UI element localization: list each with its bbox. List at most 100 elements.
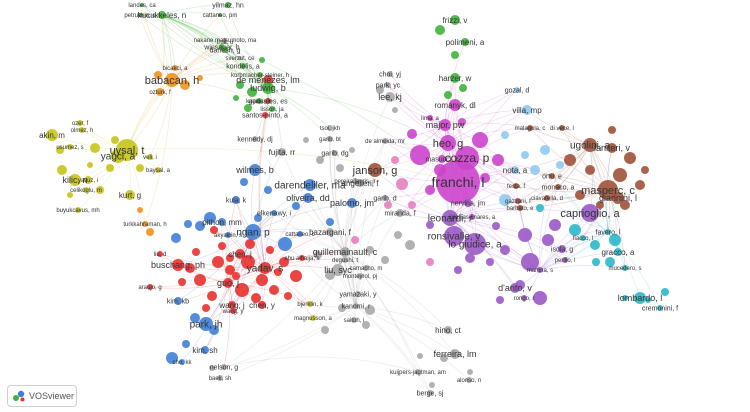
- author-label: araujo, g: [138, 285, 161, 291]
- network-node[interactable]: [641, 166, 649, 174]
- network-node[interactable]: [106, 164, 114, 172]
- network-node[interactable]: [540, 145, 550, 155]
- network-node[interactable]: [454, 266, 462, 274]
- network-node[interactable]: [290, 270, 302, 282]
- author-label: yamazaki, y: [340, 291, 377, 298]
- network-node[interactable]: [146, 228, 154, 236]
- network-node[interactable]: [351, 236, 359, 244]
- network-node[interactable]: [417, 353, 423, 359]
- author-label: kim, sh: [192, 346, 217, 355]
- author-label: ngan, p: [236, 228, 270, 239]
- network-node[interactable]: [635, 180, 645, 190]
- network-node[interactable]: [202, 304, 210, 312]
- author-label: kanomi, r: [342, 303, 371, 310]
- network-node[interactable]: [264, 186, 272, 194]
- network-node[interactable]: [521, 151, 529, 159]
- network-node[interactable]: [467, 369, 473, 375]
- author-label: miranda, f: [384, 210, 415, 217]
- author-label: choi, yj: [379, 71, 401, 78]
- network-node[interactable]: [492, 154, 504, 166]
- author-label: monaco, a: [542, 184, 575, 191]
- network-node[interactable]: [259, 57, 265, 63]
- network-node[interactable]: [137, 207, 143, 213]
- vosviewer-badge[interactable]: VOSviewer: [7, 385, 77, 407]
- network-node[interactable]: [57, 165, 67, 175]
- author-label: kurt, g: [119, 191, 141, 200]
- network-node[interactable]: [608, 126, 616, 134]
- author-label: kuijpers-jagtman, am: [390, 370, 446, 376]
- network-node[interactable]: [569, 224, 581, 236]
- network-node[interactable]: [171, 233, 181, 243]
- network-node[interactable]: [435, 25, 445, 35]
- network-node[interactable]: [321, 326, 329, 334]
- network-node[interactable]: [178, 278, 186, 286]
- network-node[interactable]: [407, 129, 417, 139]
- network-node[interactable]: [336, 164, 344, 172]
- network-node[interactable]: [496, 296, 504, 304]
- network-node[interactable]: [592, 258, 600, 266]
- network-node[interactable]: [549, 219, 561, 231]
- network-node[interactable]: [585, 165, 595, 175]
- network-node[interactable]: [284, 292, 292, 300]
- network-node[interactable]: [451, 51, 459, 59]
- network-node[interactable]: [233, 95, 239, 101]
- network-node[interactable]: [381, 256, 389, 264]
- network-node[interactable]: [459, 84, 467, 92]
- network-node[interactable]: [269, 285, 279, 295]
- network-node[interactable]: [556, 161, 564, 169]
- network-node[interactable]: [212, 256, 224, 268]
- network-node[interactable]: [192, 248, 200, 256]
- network-node[interactable]: [492, 222, 500, 230]
- network-node[interactable]: [394, 231, 402, 239]
- author-label: kayalar, e: [246, 99, 272, 105]
- network-node[interactable]: [392, 107, 398, 113]
- author-label: cattaneo, pm: [203, 13, 238, 19]
- network-node[interactable]: [624, 152, 636, 164]
- network-node[interactable]: [292, 202, 300, 210]
- network-node[interactable]: [486, 258, 494, 266]
- author-label: baek, sh: [209, 376, 232, 382]
- network-node[interactable]: [396, 178, 408, 190]
- network-node[interactable]: [90, 143, 100, 153]
- network-node[interactable]: [444, 91, 452, 99]
- network-node[interactable]: [218, 242, 226, 250]
- author-label: masucci, c: [425, 156, 459, 163]
- network-node[interactable]: [429, 382, 435, 388]
- author-label: park, jh: [190, 320, 223, 331]
- network-node[interactable]: [349, 147, 355, 153]
- network-node[interactable]: [501, 131, 509, 139]
- network-node[interactable]: [87, 162, 93, 168]
- network-node[interactable]: [530, 165, 540, 175]
- network-node[interactable]: [405, 240, 415, 250]
- author-label: kula, k: [226, 197, 247, 204]
- network-node[interactable]: [240, 178, 248, 186]
- network-node[interactable]: [326, 218, 334, 226]
- network-node[interactable]: [245, 239, 255, 249]
- network-node[interactable]: [111, 136, 119, 144]
- network-node[interactable]: [303, 137, 309, 143]
- network-node[interactable]: [613, 168, 627, 182]
- network-node[interactable]: [256, 274, 268, 286]
- author-label: berge, sj: [417, 390, 444, 397]
- network-node[interactable]: [533, 291, 547, 305]
- author-label: oliveira, dd: [286, 193, 330, 203]
- network-node[interactable]: [136, 164, 144, 172]
- network-node[interactable]: [184, 220, 192, 228]
- network-node[interactable]: [182, 340, 190, 348]
- network-node[interactable]: [426, 258, 434, 266]
- network-node[interactable]: [536, 204, 544, 212]
- network-node[interactable]: [207, 291, 217, 301]
- network-node[interactable]: [278, 237, 292, 251]
- network-node[interactable]: [472, 132, 488, 148]
- author-label: babacan, h: [145, 75, 199, 87]
- author-label: ciavarella, d: [531, 196, 563, 202]
- network-node[interactable]: [266, 246, 274, 254]
- network-node[interactable]: [518, 228, 532, 242]
- network-node[interactable]: [408, 201, 416, 209]
- network-node[interactable]: [391, 156, 399, 164]
- author-label: tsoi, jkh: [320, 126, 340, 132]
- network-node[interactable]: [542, 234, 554, 246]
- network-node[interactable]: [564, 154, 576, 166]
- network-node[interactable]: [194, 274, 206, 286]
